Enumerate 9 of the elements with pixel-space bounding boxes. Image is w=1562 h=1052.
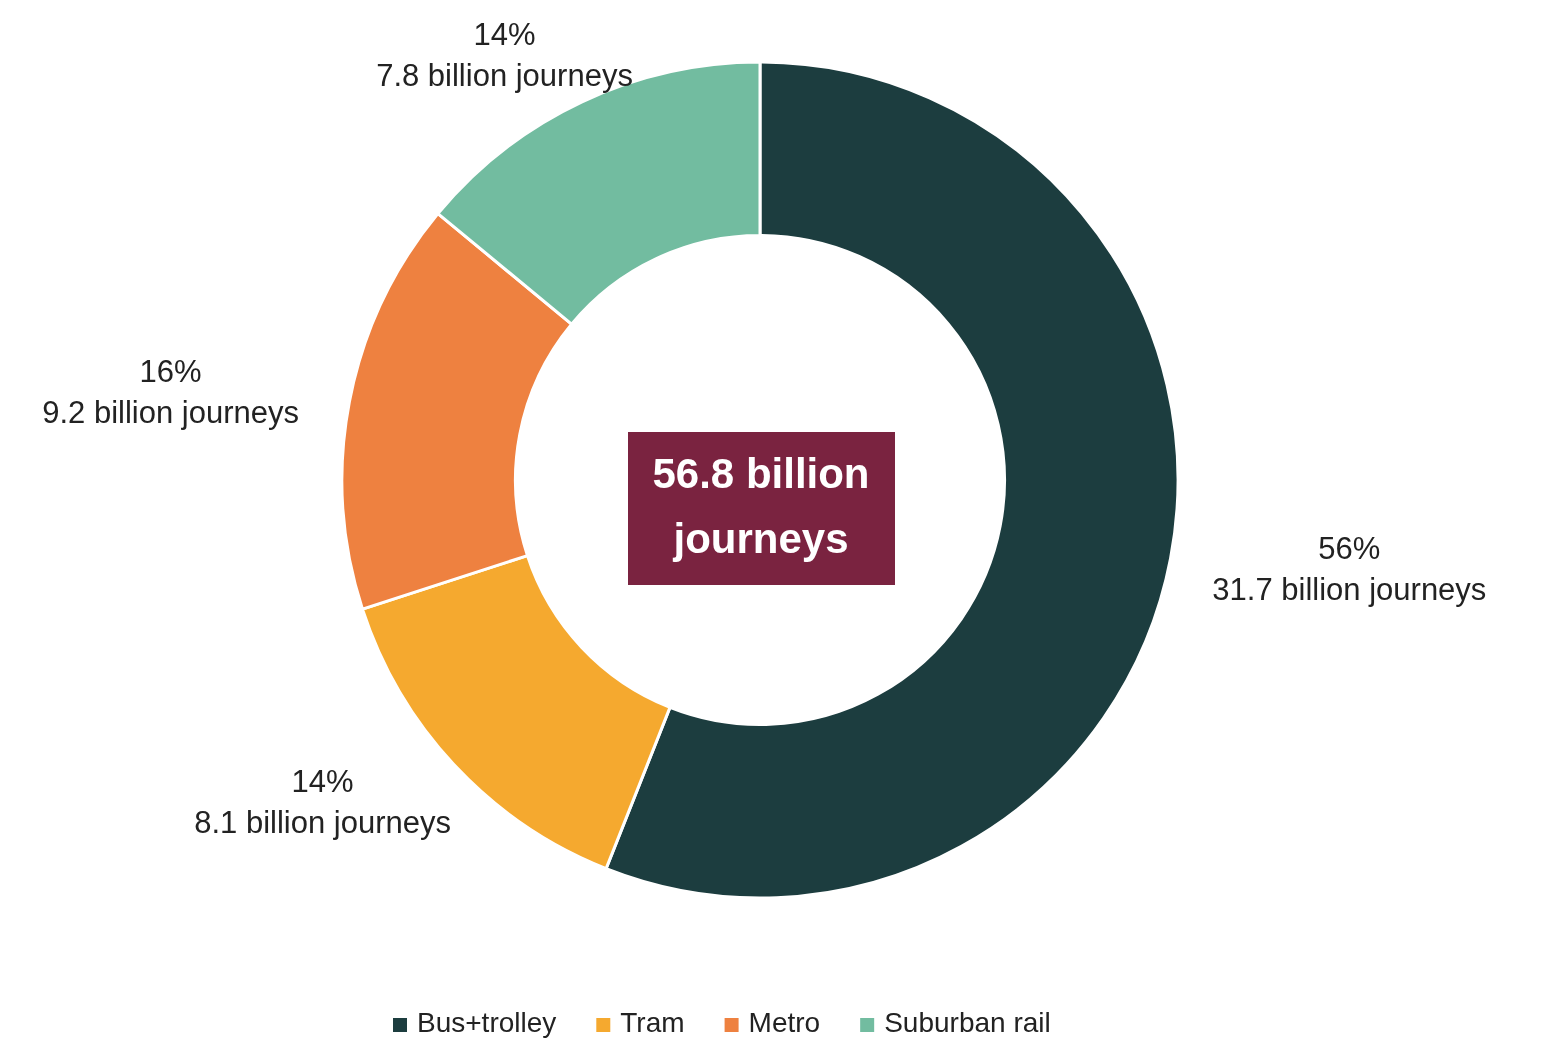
data-label: 56% 31.7 billion journeys — [1212, 530, 1487, 607]
data-label: 14% 8.1 billion journeys — [194, 764, 451, 841]
legend-label: Suburban rail — [884, 1007, 1051, 1038]
legend-label: Bus+trolley — [417, 1007, 557, 1038]
data-label: 14% 7.8 billion journeys — [376, 17, 633, 94]
legend-label: Metro — [748, 1007, 821, 1038]
text: 56.8 billion journeys — [652, 450, 870, 562]
legend-label: Tram — [620, 1007, 685, 1038]
data-label: 16% 9.2 billion journeys — [42, 354, 300, 431]
